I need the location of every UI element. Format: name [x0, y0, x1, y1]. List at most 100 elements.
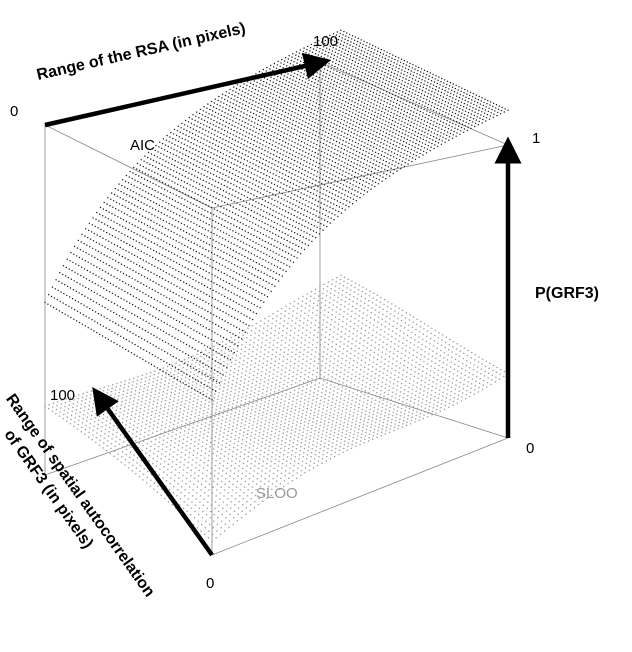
surface-point: [370, 423, 373, 426]
surface-point: [313, 391, 315, 394]
surface-point: [238, 501, 240, 503]
surface-point: [270, 243, 272, 246]
surface-point: [415, 142, 417, 145]
surface-point: [384, 358, 386, 361]
surface-point: [273, 394, 275, 397]
surface-point: [289, 417, 291, 419]
surface-point: [295, 381, 297, 384]
surface-point: [56, 400, 59, 403]
surface-point: [202, 299, 204, 302]
surface-point: [489, 104, 491, 106]
surface-point: [344, 333, 347, 335]
surface-point: [265, 394, 267, 396]
surface-point: [294, 250, 296, 252]
surface-point: [437, 115, 440, 118]
surface-point: [352, 295, 355, 298]
surface-point: [297, 190, 299, 193]
surface-point: [200, 450, 203, 452]
surface-point: [318, 406, 321, 408]
surface-point: [254, 332, 256, 334]
surface-point: [255, 357, 257, 360]
surface-point: [328, 333, 331, 336]
surface-point: [209, 347, 211, 350]
surface-point: [227, 240, 230, 243]
surface-point: [193, 396, 196, 399]
surface-point: [51, 410, 54, 412]
surface-point: [333, 219, 335, 221]
surface-point: [157, 372, 160, 375]
surface-point: [449, 106, 452, 109]
surface-point: [159, 368, 161, 371]
surface-point: [134, 389, 137, 392]
surface-point: [375, 304, 377, 306]
surface-point: [245, 513, 247, 515]
surface-point: [153, 397, 156, 399]
surface-point: [275, 480, 278, 482]
surface-point: [319, 402, 321, 405]
surface-point: [336, 369, 338, 371]
surface-point: [379, 397, 381, 400]
surface-point: [136, 456, 139, 459]
surface-point: [299, 319, 301, 322]
surface-point: [403, 332, 405, 334]
surface-point: [449, 366, 452, 368]
surface-point: [166, 415, 168, 418]
surface-point: [448, 113, 450, 115]
surface-point: [439, 98, 441, 100]
surface-point: [242, 435, 245, 437]
surface-point: [426, 396, 428, 398]
surface-point: [230, 501, 233, 503]
surface-point: [464, 125, 466, 127]
surface-point: [231, 432, 233, 435]
surface-point: [187, 354, 190, 356]
surface-point: [437, 119, 439, 121]
surface-point: [277, 201, 279, 203]
surface-point: [378, 136, 380, 139]
surface-point: [105, 420, 108, 422]
surface-point: [202, 413, 205, 415]
surface-point: [396, 385, 399, 387]
surface-point: [303, 248, 306, 251]
surface-point: [401, 404, 403, 406]
surface-point: [237, 259, 239, 261]
surface-point: [425, 372, 428, 375]
surface-point: [352, 415, 355, 417]
surface-point: [75, 409, 78, 411]
surface-point: [326, 225, 328, 228]
surface-point: [351, 305, 354, 308]
surface-point: [442, 136, 444, 139]
surface-point: [94, 392, 96, 395]
surface-point: [231, 308, 234, 310]
surface-point: [175, 409, 177, 411]
surface-point: [403, 389, 406, 391]
surface-point: [499, 113, 502, 115]
surface-point: [292, 203, 294, 205]
surface-point: [429, 343, 431, 345]
surface-point: [366, 342, 369, 344]
surface-point: [147, 470, 149, 473]
surface-point: [374, 139, 376, 141]
surface-point: [271, 214, 274, 217]
surface-point: [488, 118, 491, 120]
surface-point: [156, 430, 158, 432]
surface-point: [150, 440, 153, 443]
surface-point: [133, 377, 135, 379]
surface-point: [166, 393, 168, 395]
surface-point: [451, 386, 453, 389]
surface-point: [336, 436, 339, 439]
surface-point: [426, 415, 429, 418]
surface-point: [313, 433, 316, 435]
surface-point: [428, 409, 430, 411]
surface-point: [264, 423, 266, 425]
surface-point: [170, 344, 172, 347]
surface-point: [229, 331, 231, 334]
surface-point: [357, 143, 359, 145]
surface-point: [441, 113, 443, 116]
surface-point: [451, 351, 454, 353]
surface-point: [266, 364, 268, 367]
surface-point: [326, 406, 329, 409]
surface-point: [232, 403, 234, 405]
surface-point: [322, 351, 325, 353]
surface-point: [348, 335, 350, 338]
surface-point: [408, 382, 411, 385]
